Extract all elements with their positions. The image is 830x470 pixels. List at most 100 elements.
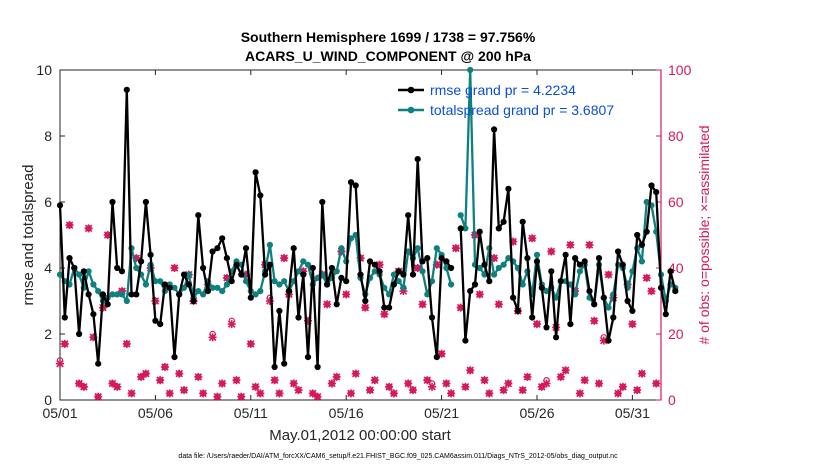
obs-assimilated-point	[294, 386, 303, 395]
rmse-point	[529, 314, 536, 321]
totalspread-point	[118, 291, 126, 298]
rmse-point	[543, 324, 550, 331]
rmse-point	[190, 297, 197, 305]
obs-assimilated-point	[556, 372, 565, 381]
rmse-point	[161, 281, 168, 288]
totalspread-point	[553, 294, 560, 301]
obs-assimilated-point	[213, 392, 222, 401]
obs-assimilated-point	[65, 221, 74, 230]
x-tick-label: 05/26	[519, 405, 554, 421]
rmse-point	[672, 288, 679, 295]
obs-assimilated-point	[637, 369, 646, 378]
rmse-point	[304, 354, 312, 361]
rmse-point	[180, 271, 188, 278]
plot-area	[59, 69, 662, 401]
obs-assimilated-point	[141, 369, 150, 378]
rmse-point	[638, 241, 646, 248]
obs-assimilated-point	[537, 382, 546, 391]
obs-assimilated-point	[408, 386, 417, 395]
totalspread-point	[405, 248, 412, 255]
rmse-point	[467, 288, 474, 295]
totalspread-point	[419, 268, 426, 275]
obs-assimilated-point	[270, 376, 279, 385]
totalspread-point	[414, 245, 421, 252]
y-tick-label-left: 0	[44, 392, 52, 408]
totalspread-point	[171, 284, 178, 291]
rmse-point	[138, 258, 145, 265]
obs-assimilated-point	[75, 379, 84, 388]
obs-assimilated-point	[585, 240, 594, 249]
totalspread-point	[209, 284, 216, 291]
rmse-point	[400, 271, 407, 278]
obs-assimilated-point	[113, 382, 122, 391]
y-tick-label-left: 10	[36, 62, 52, 78]
rmse-point	[366, 258, 374, 265]
obs-assimilated-point	[647, 287, 656, 296]
rmse-point	[405, 212, 412, 219]
rmse-point	[581, 258, 588, 265]
obs-assimilated-point	[227, 320, 236, 329]
legend-spread-label: totalspread grand pr = 3.6807	[430, 102, 614, 118]
rmse-point	[90, 311, 97, 318]
rmse-point	[281, 360, 288, 367]
rmse-point	[667, 268, 674, 275]
obs-assimilated-point	[566, 240, 575, 249]
rmse-point	[347, 179, 355, 186]
rmse-point	[390, 281, 397, 288]
rmse-point	[500, 218, 507, 225]
totalspread-point	[371, 268, 378, 275]
obs-assimilated-point	[366, 386, 375, 395]
obs-assimilated-point	[370, 376, 379, 385]
y-axis-label-right: # of obs: o=possible; ×=assimilated	[696, 125, 712, 344]
rmse-point	[290, 245, 297, 252]
totalspread-point	[428, 278, 436, 285]
rmse-point	[376, 268, 383, 275]
obs-assimilated-point	[380, 310, 389, 319]
totalspread-point	[76, 271, 83, 278]
rmse-point	[381, 304, 388, 311]
totalspread-point	[295, 268, 302, 275]
obs-assimilated-point	[175, 369, 184, 378]
rmse-point	[357, 271, 364, 278]
rmse-point	[448, 264, 455, 272]
x-tick-label: 05/16	[329, 405, 364, 421]
totalspread-point	[533, 251, 541, 258]
totalspread-point	[500, 261, 507, 268]
rmse-point	[333, 301, 340, 308]
totalspread-point	[543, 288, 550, 295]
footnote: data file: /Users/raeder/DAI/ATM_forcXX/…	[178, 453, 618, 460]
rmse-point	[152, 317, 159, 324]
rmse-point	[619, 261, 626, 268]
obs-assimilated-point	[633, 386, 642, 395]
obs-assimilated-point	[232, 376, 241, 385]
chart-title: Southern Hemisphere 1699 / 1738 = 97.756…	[241, 29, 536, 45]
rmse-point	[419, 258, 426, 265]
obs-assimilated-point	[580, 376, 589, 385]
obs-assimilated-point	[332, 372, 341, 381]
y-tick-label-left: 2	[44, 326, 52, 342]
rmse-point	[171, 354, 178, 361]
obs-assimilated-point	[79, 382, 88, 391]
totalspread-point	[157, 278, 164, 285]
y-tick-label-right: 100	[668, 62, 692, 78]
obs-assimilated-point	[308, 389, 317, 398]
totalspread-point	[400, 284, 407, 291]
obs-assimilated-point	[56, 359, 64, 368]
rmse-point	[548, 268, 555, 275]
rmse-point	[481, 261, 488, 268]
totalspread-point	[276, 281, 283, 288]
rmse-point	[166, 284, 173, 291]
rmse-point	[519, 218, 526, 225]
rmse-point	[118, 268, 126, 275]
y-axis-label-left: rmse and totalspread	[20, 165, 37, 306]
obs-assimilated-point	[199, 389, 208, 398]
obs-assimilated-point	[485, 389, 494, 398]
totalspread-point	[142, 281, 149, 288]
rmse-point	[491, 126, 498, 133]
rmse-point	[352, 182, 359, 189]
obs-assimilated-point	[351, 369, 360, 378]
obs-assimilated-point	[561, 366, 570, 375]
rmse-point	[99, 291, 106, 298]
